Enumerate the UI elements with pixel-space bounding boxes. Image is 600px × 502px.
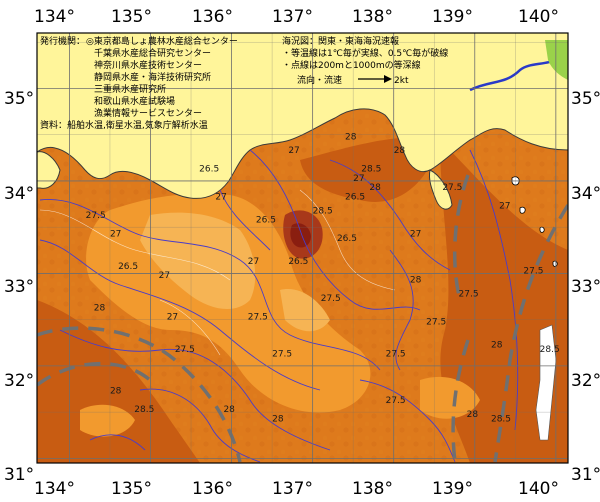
isotherm-label: 28 bbox=[94, 303, 106, 313]
lon-label: 138° bbox=[352, 479, 393, 499]
isotherm-label: 27 bbox=[110, 229, 121, 239]
lon-label: 134° bbox=[34, 479, 75, 499]
isotherm-label: 28.5 bbox=[361, 165, 381, 175]
isotherm-labels: 26.5 26.5 26.5 26.5 26.5 26.5 27 27 27 27 27 27 27 27… bbox=[86, 132, 560, 424]
isotherm-label: 27.5 bbox=[272, 350, 292, 360]
lon-label: 137° bbox=[272, 7, 313, 27]
lat-label: 31° bbox=[571, 465, 600, 485]
isotherm-label: 28 bbox=[410, 276, 422, 286]
lon-label: 136° bbox=[192, 479, 233, 499]
lat-label: 35° bbox=[4, 89, 34, 109]
lat-label: 33° bbox=[571, 277, 600, 297]
lat-label: 35° bbox=[571, 89, 600, 109]
isotherm-label: 28.5 bbox=[313, 206, 333, 216]
lon-label: 140° bbox=[518, 7, 559, 27]
isotherm-label: 27.5 bbox=[523, 266, 543, 276]
issuer-line: 神奈川県水産技術センター bbox=[94, 59, 202, 71]
map-frame bbox=[36, 32, 569, 464]
isotherm-label: 28.5 bbox=[540, 345, 560, 355]
isotherm-label: 28 bbox=[394, 146, 406, 156]
isotherm-label: 28 bbox=[345, 132, 357, 142]
lat-lon-grid bbox=[37, 33, 568, 463]
isotherm-label: 28 bbox=[467, 410, 479, 420]
isotherm-label: 27.5 bbox=[248, 313, 268, 323]
lat-label: 31° bbox=[4, 465, 34, 485]
isotherm-label: 27.5 bbox=[86, 211, 106, 221]
issuer-legend: 発行機関： ◎東京都島しょ農林水産総合センター 千葉県水産総合研究センター 神奈… bbox=[40, 35, 238, 131]
lon-label: 139° bbox=[432, 479, 473, 499]
isotherm-label: 28 bbox=[223, 405, 235, 415]
isotherm-label: 27 bbox=[410, 229, 421, 239]
issuer-title: 発行機関： bbox=[40, 35, 85, 47]
data-source: 資料：船舶水温,衛星水温,気象庁解析水温 bbox=[40, 119, 208, 131]
warm-water-east bbox=[440, 140, 568, 463]
isotherm-label: 26.5 bbox=[118, 262, 138, 272]
land-honshu bbox=[37, 33, 568, 199]
isotherm-label: 27 bbox=[215, 192, 226, 202]
issuer-line: 三重県水産研究所 bbox=[94, 83, 166, 95]
lon-label: 140° bbox=[518, 479, 559, 499]
isotherm-label: 27 bbox=[167, 313, 178, 323]
no-data-area bbox=[535, 324, 557, 441]
isotherm-label: 27 bbox=[499, 202, 510, 212]
kuroshio-dashed-lines bbox=[37, 174, 568, 463]
isotherm-label: 28 bbox=[491, 340, 503, 350]
note-line: 海況図：関東・東海海況速報 bbox=[282, 35, 399, 47]
isotherm-label: 27.5 bbox=[386, 350, 406, 360]
isotherm-label: 27 bbox=[353, 174, 364, 184]
latitude-labels-right: 35° 34° 33° 32° 31° bbox=[571, 89, 600, 485]
isotherm-label: 28 bbox=[369, 183, 381, 193]
isotherm-label: 27 bbox=[159, 271, 170, 281]
isotherm-label: 27.5 bbox=[175, 345, 195, 355]
lat-label: 32° bbox=[571, 371, 600, 391]
notes-legend: 海況図：関東・東海海況速報 ・等温線は1℃毎が実線、0.5℃毎が破線 ・点線は2… bbox=[282, 35, 448, 86]
isotherm-label: 27 bbox=[288, 146, 299, 156]
lon-label: 138° bbox=[352, 7, 393, 27]
isotherm-label: 27.5 bbox=[321, 294, 341, 304]
lat-label: 32° bbox=[4, 371, 34, 391]
longitude-labels-top: 134° 135° 136° 137° 138° 139° 140° bbox=[34, 7, 559, 27]
issuer-line: 漁業情報サービスセンター bbox=[94, 107, 202, 119]
isotherm-label: 27.5 bbox=[442, 183, 462, 193]
isotherm-label: 26.5 bbox=[337, 234, 357, 244]
isotherm-label: 26.5 bbox=[256, 216, 276, 226]
note-line: ・点線は200mと1000mの等深線 bbox=[282, 59, 421, 71]
lat-label: 33° bbox=[4, 277, 34, 297]
lat-label: 34° bbox=[4, 184, 34, 204]
flow-speed: 2kt bbox=[394, 76, 409, 86]
lat-label: 34° bbox=[571, 184, 600, 204]
isotherm-label: 28.5 bbox=[134, 405, 154, 415]
issuer-line: ◎東京都島しょ農林水産総合センター bbox=[86, 35, 238, 47]
lon-label: 139° bbox=[432, 7, 473, 27]
note-line: ・等温線は1℃毎が実線、0.5℃毎が破線 bbox=[282, 47, 448, 59]
isotherm-label: 27.5 bbox=[386, 396, 406, 406]
isotherm-label: 27.5 bbox=[426, 317, 446, 327]
issuer-line: 和歌山県水産試験場 bbox=[94, 95, 175, 107]
lon-label: 135° bbox=[111, 7, 152, 27]
isotherm-label: 26.5 bbox=[199, 165, 219, 175]
issuer-line: 静岡県水産・海洋技術研究所 bbox=[94, 71, 211, 83]
isotherm-label: 28 bbox=[110, 387, 122, 397]
lon-label: 136° bbox=[192, 7, 233, 27]
latitude-labels-left: 35° 34° 33° 32° 31° bbox=[4, 89, 34, 485]
isotherm-label: 26.5 bbox=[288, 257, 308, 267]
warm-water-south bbox=[37, 300, 200, 463]
lon-label: 137° bbox=[272, 479, 313, 499]
longitude-labels-bottom: 134° 135° 136° 137° 138° 139° 140° bbox=[34, 479, 559, 499]
issuer-line: 千葉県水産総合研究センター bbox=[94, 47, 211, 59]
isotherm-label: 27 bbox=[248, 257, 259, 267]
flow-legend-label: 流向・流速 bbox=[297, 74, 342, 86]
isotherm-label: 28.5 bbox=[491, 414, 511, 424]
lon-label: 135° bbox=[111, 479, 152, 499]
isotherm-label: 27.5 bbox=[459, 290, 479, 300]
isotherm-label: 26.5 bbox=[345, 192, 365, 202]
isotherm-label: 28 bbox=[272, 414, 284, 424]
lon-label: 134° bbox=[34, 7, 75, 27]
